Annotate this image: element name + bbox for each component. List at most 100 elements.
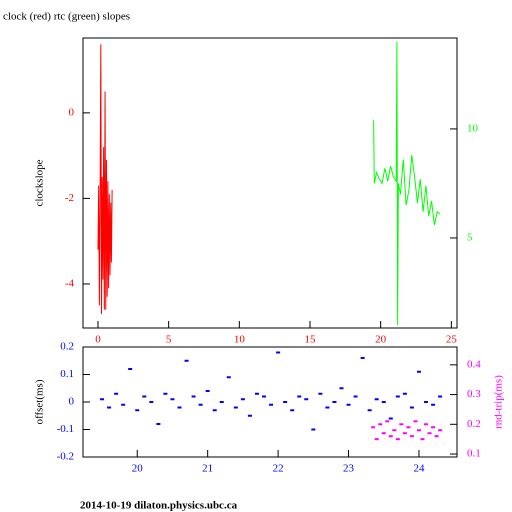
- point: [212, 409, 217, 412]
- point: [399, 423, 404, 426]
- x-tick-label: 5: [166, 334, 172, 346]
- point: [431, 403, 436, 406]
- point: [142, 395, 147, 398]
- x-tick-label: 15: [305, 334, 317, 346]
- point: [388, 435, 393, 438]
- point: [402, 392, 407, 395]
- point: [353, 395, 358, 398]
- point: [413, 420, 418, 423]
- point: [371, 426, 376, 429]
- plot-frame: [82, 346, 458, 458]
- point: [262, 395, 267, 398]
- plot-frame: [82, 37, 458, 329]
- y-tick-label: -2: [65, 192, 74, 204]
- x-tick-label: 20: [132, 463, 144, 475]
- point: [346, 403, 351, 406]
- point: [290, 409, 295, 412]
- point: [254, 392, 259, 395]
- y2-tick-label: 0.2: [467, 418, 481, 430]
- y-axis-label: offset(ms): [34, 379, 46, 424]
- point: [431, 426, 436, 429]
- point: [304, 398, 309, 401]
- point: [438, 429, 443, 432]
- point: [381, 401, 386, 403]
- y2-tick-label: 5: [467, 231, 473, 243]
- x-tick-label: 10: [234, 334, 246, 346]
- y-tick-label: -4: [65, 277, 75, 289]
- point: [388, 417, 393, 420]
- point: [416, 429, 421, 432]
- point: [392, 429, 397, 432]
- point: [226, 376, 231, 379]
- point: [318, 392, 323, 395]
- point: [163, 392, 168, 395]
- point: [378, 423, 383, 426]
- y-tick-label: 0: [69, 106, 75, 118]
- point: [409, 406, 414, 409]
- point: [177, 406, 182, 409]
- point: [395, 395, 400, 398]
- point: [128, 368, 133, 370]
- point: [184, 359, 189, 362]
- point: [135, 409, 140, 412]
- chart-title: clock (red) rtc (green) slopes: [3, 11, 130, 23]
- point: [424, 423, 429, 426]
- y2-axis-label: rnd-trip(ms): [493, 375, 505, 429]
- point: [276, 351, 281, 354]
- x-tick-label: 25: [446, 334, 458, 346]
- point: [205, 390, 210, 392]
- x-tick-label: 23: [343, 463, 355, 475]
- point: [332, 401, 337, 403]
- y-tick-label: -0.2: [57, 451, 74, 463]
- point: [247, 414, 252, 417]
- x-tick-label: 20: [375, 334, 387, 346]
- point: [424, 401, 429, 403]
- y-tick-label: 0.1: [60, 368, 74, 380]
- y-tick-label: -0.1: [57, 423, 74, 435]
- point: [381, 432, 386, 435]
- y-tick-label: 0.2: [60, 341, 74, 353]
- point: [100, 398, 105, 401]
- point: [420, 438, 425, 441]
- point: [283, 401, 288, 403]
- y-axis-label: clockslope: [34, 159, 46, 206]
- point: [297, 395, 302, 398]
- x-tick-label: 24: [413, 463, 425, 475]
- point: [156, 423, 161, 425]
- y-tick-label: 0: [69, 396, 75, 408]
- point: [269, 403, 274, 406]
- point: [385, 420, 390, 423]
- point: [191, 395, 196, 398]
- point: [107, 406, 112, 409]
- point: [395, 438, 400, 441]
- series-line: [97, 44, 113, 314]
- point: [406, 426, 411, 429]
- series-line: [373, 41, 441, 326]
- point: [198, 403, 203, 406]
- point: [233, 406, 238, 409]
- point: [374, 438, 379, 441]
- y2-tick-label: 0.4: [467, 358, 481, 370]
- point: [149, 401, 154, 403]
- y2-tick-label: 0.3: [467, 388, 481, 400]
- point: [339, 387, 344, 390]
- point: [219, 401, 224, 403]
- point: [170, 398, 175, 401]
- point: [438, 395, 443, 398]
- point: [416, 370, 421, 373]
- point: [240, 398, 245, 401]
- point: [311, 428, 316, 431]
- point: [121, 403, 126, 406]
- point: [367, 409, 372, 412]
- point: [325, 406, 330, 409]
- point: [427, 432, 432, 435]
- y2-tick-label: 0.1: [467, 448, 481, 460]
- x-tick-label: 0: [95, 334, 101, 346]
- point: [409, 435, 414, 438]
- x-tick-label: 22: [273, 463, 284, 475]
- footer: 2014-10-19 dilaton.physics.ubc.ca: [80, 500, 238, 512]
- point: [114, 392, 119, 395]
- x-tick-label: 21: [202, 463, 213, 475]
